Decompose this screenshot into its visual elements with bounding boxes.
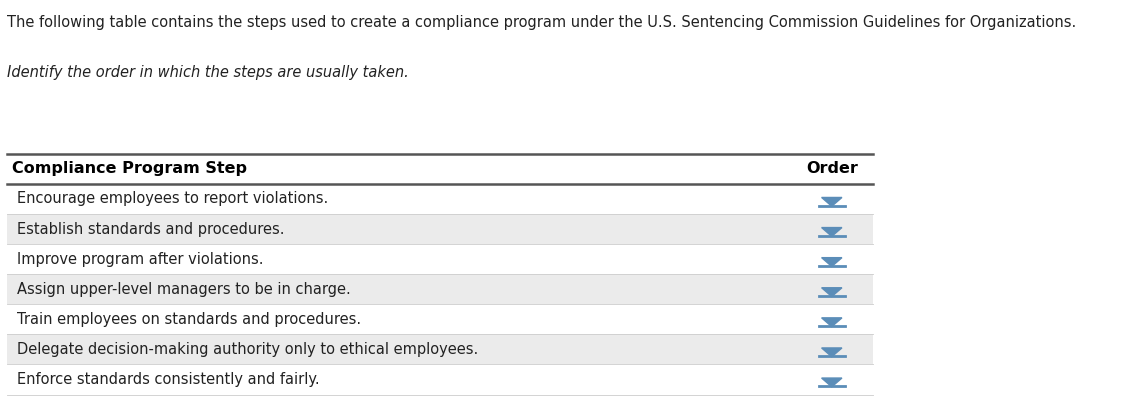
Bar xyxy=(8,364,873,395)
Polygon shape xyxy=(822,227,842,236)
Bar xyxy=(8,214,873,244)
Bar xyxy=(8,244,873,274)
Polygon shape xyxy=(822,378,842,387)
Text: The following table contains the steps used to create a compliance program under: The following table contains the steps u… xyxy=(8,15,1076,30)
Text: Assign upper-level managers to be in charge.: Assign upper-level managers to be in cha… xyxy=(17,282,350,297)
Polygon shape xyxy=(822,197,842,206)
Text: Compliance Program Step: Compliance Program Step xyxy=(12,161,247,176)
Polygon shape xyxy=(822,348,842,357)
Bar xyxy=(8,274,873,304)
Text: Identify the order in which the steps are usually taken.: Identify the order in which the steps ar… xyxy=(8,65,409,80)
Text: Delegate decision-making authority only to ethical employees.: Delegate decision-making authority only … xyxy=(17,342,478,357)
Polygon shape xyxy=(822,288,842,296)
Text: Establish standards and procedures.: Establish standards and procedures. xyxy=(17,222,284,237)
Text: Encourage employees to report violations.: Encourage employees to report violations… xyxy=(17,191,328,206)
Polygon shape xyxy=(822,318,842,326)
Text: Train employees on standards and procedures.: Train employees on standards and procedu… xyxy=(17,312,361,327)
Text: Improve program after violations.: Improve program after violations. xyxy=(17,252,263,267)
Text: Order: Order xyxy=(806,161,858,176)
Bar xyxy=(8,334,873,364)
Polygon shape xyxy=(822,257,842,266)
Bar xyxy=(8,304,873,334)
Bar xyxy=(8,184,873,214)
Text: Enforce standards consistently and fairly.: Enforce standards consistently and fairl… xyxy=(17,372,319,387)
